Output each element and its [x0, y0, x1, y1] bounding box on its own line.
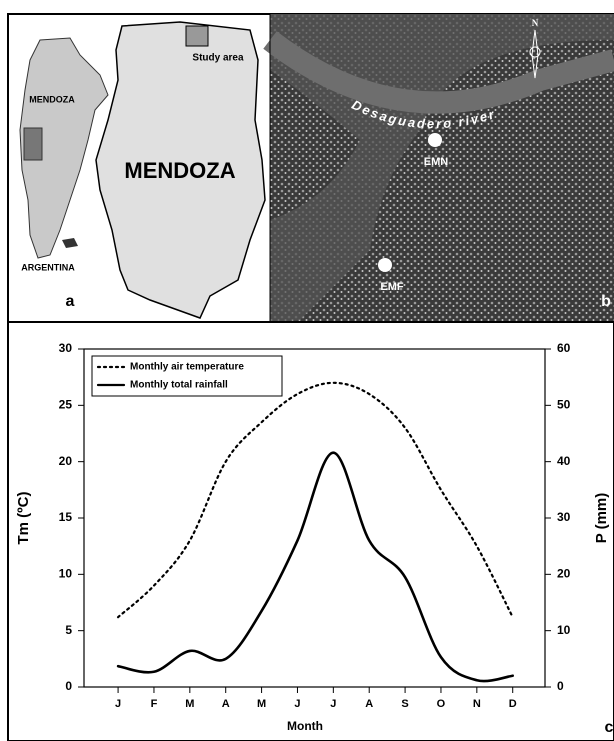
study-area-label: Study area [192, 53, 244, 64]
x-axis-title: Month [287, 719, 323, 733]
y2-tick-label: 0 [557, 679, 564, 693]
north-arrow [531, 29, 539, 79]
legend-label: Monthly air temperature [130, 362, 244, 373]
plot-frame [83, 348, 546, 688]
mendoza-highlight [23, 127, 43, 161]
x-tick-label: D [509, 698, 517, 710]
x-tick-label: J [115, 698, 121, 710]
site-marker [378, 258, 392, 272]
series-line [116, 381, 514, 619]
site-marker [428, 133, 442, 147]
y2-tick-label: 60 [557, 341, 571, 355]
y-tick-label: 5 [65, 623, 72, 637]
x-tick-label: F [151, 698, 158, 710]
x-tick-label: S [401, 698, 408, 710]
river [263, 31, 614, 114]
y-tick-label: 20 [59, 454, 73, 468]
y2-tick-label: 50 [557, 398, 571, 412]
x-tick-label: N [473, 698, 481, 710]
panel-label: a [66, 293, 75, 310]
legend-box [91, 355, 283, 397]
legend-label: Monthly total rainfall [130, 380, 228, 391]
site-label: EMN [424, 156, 449, 168]
chart: Tm (ºC) P (mm) Month c 0 5 10 15 20 25 30 0 10 20… [15, 341, 614, 736]
panel-b: Desaguadero river N EMN EMF b [263, 14, 614, 322]
study-area-box [185, 25, 209, 47]
x-tick-label: A [222, 698, 230, 710]
y-tick-label: 15 [59, 510, 73, 524]
series-line [116, 451, 515, 683]
argentina-map [19, 37, 109, 259]
y-tick-label: 0 [65, 679, 72, 693]
site-label: EMF [380, 281, 404, 293]
panel-a: Study area MENDOZA MENDOZA ARGENTINA a [19, 21, 266, 319]
x-tick-label: M [257, 698, 266, 710]
x-tick-label: A [365, 698, 373, 710]
y2-tick-label: 10 [557, 623, 571, 637]
islands [62, 238, 78, 248]
y-axis-title: Tm (ºC) [15, 492, 32, 545]
y2-axis-title: P (mm) [593, 493, 610, 544]
y-tick-label: 10 [59, 567, 73, 581]
y2-tick-label: 30 [557, 510, 571, 524]
province-label: MENDOZA [124, 158, 235, 183]
north-label: N [532, 18, 539, 28]
x-tick-label: J [294, 698, 300, 710]
x-tick-label: O [437, 698, 446, 710]
x-tick-label: M [185, 698, 194, 710]
country-label: ARGENTINA [21, 262, 75, 272]
y-tick-label: 30 [59, 341, 73, 355]
y2-tick-label: 40 [557, 454, 571, 468]
compass [529, 46, 541, 58]
mendoza-map [95, 21, 266, 319]
province-small-label: MENDOZA [29, 94, 75, 104]
y-tick-label: 25 [59, 398, 73, 412]
panel-label: b [601, 293, 611, 310]
y2-tick-label: 20 [557, 567, 571, 581]
x-tick-label: J [330, 698, 336, 710]
panel-label: c [605, 719, 614, 736]
